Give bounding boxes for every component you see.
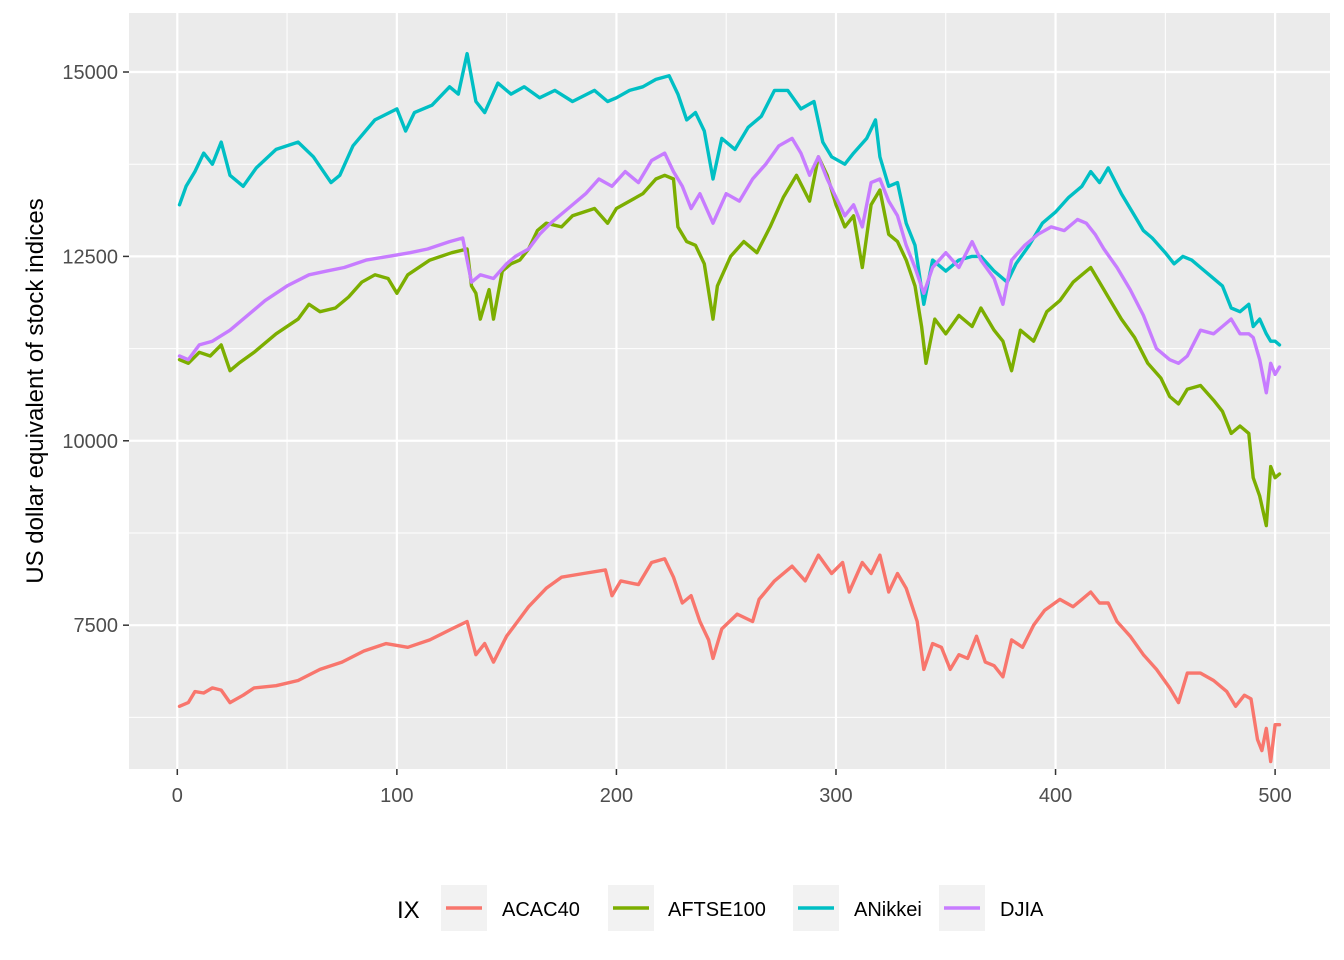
x-tick-label: 300 [819, 785, 852, 807]
series-line-djia [177, 136, 1282, 395]
y-tick-label: 7500 [74, 615, 119, 637]
y-tick-label: 12500 [62, 246, 118, 268]
x-tick-label: 200 [600, 785, 633, 807]
y-tick-label: 10000 [62, 431, 118, 453]
legend-title: IX [397, 897, 420, 924]
x-tick-label: 100 [380, 785, 413, 807]
legend: IX ACAC40 AFTSE100 ANikkei DJIA [397, 885, 1044, 931]
legend-label-anikkei: ANikkei [854, 899, 922, 921]
y-axis-title: US dollar equivalent of stock indices [22, 198, 49, 584]
series-line-anikkei [177, 51, 1282, 347]
legend-label-djia: DJIA [1000, 899, 1044, 921]
x-axis: 0 100 200 300 400 500 [172, 769, 1292, 807]
y-tick-label: 15000 [62, 62, 118, 84]
series-line-aftse100 [177, 155, 1282, 528]
legend-label-acac40: ACAC40 [502, 899, 580, 921]
x-tick-label: 500 [1258, 785, 1291, 807]
series-lines [177, 51, 1282, 764]
y-axis: 7500 10000 12500 15000 [62, 62, 129, 637]
legend-label-aftse100: AFTSE100 [668, 899, 766, 921]
series-line-acac40 [177, 553, 1282, 764]
x-tick-label: 400 [1039, 785, 1072, 807]
x-tick-label: 0 [172, 785, 183, 807]
plot-panel [129, 13, 1330, 769]
